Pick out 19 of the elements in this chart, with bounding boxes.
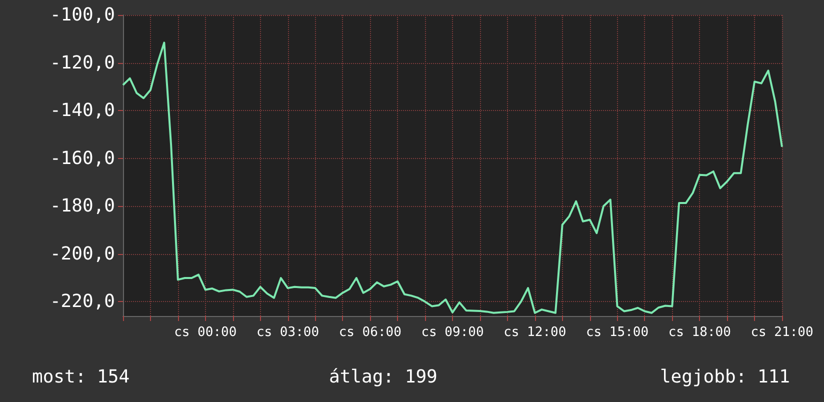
- y-tick-label: -140,0: [50, 100, 115, 122]
- text: legjobb: 111: [660, 366, 790, 388]
- y-tick-label: -180,0: [50, 196, 115, 217]
- y-tick-label: -120,0: [50, 52, 115, 74]
- y-tick-label: -100,0: [50, 4, 115, 26]
- x-tick-label: cs 18:00: [668, 325, 731, 340]
- y-tick-label: -200,0: [50, 243, 115, 264]
- x-tick-label: cs 12:00: [504, 325, 566, 340]
- text: most: 154: [32, 366, 130, 388]
- x-tick-label: cs 15:00: [586, 325, 649, 340]
- text: átlag: 199: [329, 366, 438, 388]
- line-series: [122, 42, 783, 314]
- y-tick-label: -220,0: [50, 291, 115, 312]
- x-tick-label: cs 09:00: [421, 325, 484, 340]
- x-tick-label: cs 06:00: [338, 325, 402, 340]
- x-tick-label: cs 21:00: [750, 325, 814, 340]
- x-tick-label: cs 03:00: [256, 325, 320, 340]
- x-tick-label: cs 00:00: [174, 325, 237, 340]
- y-tick-label: -160,0: [50, 148, 115, 169]
